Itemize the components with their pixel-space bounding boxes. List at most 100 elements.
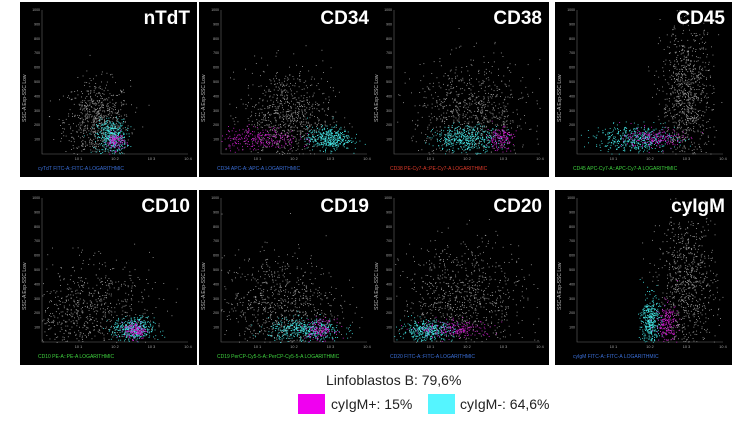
event-point	[681, 50, 683, 51]
event-point	[707, 32, 709, 34]
event-point	[483, 140, 485, 142]
event-point	[483, 56, 485, 58]
event-point	[118, 122, 120, 124]
event-point	[643, 142, 645, 144]
event-point	[283, 115, 285, 117]
event-point	[471, 147, 472, 149]
event-point	[102, 124, 104, 126]
event-point	[102, 117, 104, 119]
event-point	[633, 128, 635, 129]
event-point	[310, 113, 312, 115]
event-point	[701, 92, 703, 94]
event-point	[107, 142, 108, 144]
event-point	[493, 136, 495, 138]
event-point	[478, 123, 480, 125]
event-point	[82, 108, 84, 110]
event-point	[445, 134, 447, 136]
event-point	[233, 127, 235, 129]
event-point	[88, 114, 90, 116]
event-point	[105, 87, 106, 89]
event-point	[447, 84, 449, 86]
event-point	[97, 149, 99, 151]
event-point	[93, 131, 95, 133]
event-point	[245, 137, 247, 139]
event-point	[340, 128, 342, 130]
event-point	[662, 149, 664, 151]
event-point	[630, 129, 631, 131]
event-point	[494, 41, 496, 43]
event-point	[289, 138, 291, 140]
event-point	[449, 133, 451, 134]
event-point	[332, 116, 334, 118]
event-point	[95, 115, 97, 117]
event-point	[696, 79, 698, 81]
event-point	[444, 98, 446, 100]
event-point	[89, 102, 91, 104]
event-point	[503, 145, 505, 147]
event-point	[337, 141, 338, 143]
event-point	[99, 85, 101, 87]
event-point	[482, 109, 484, 111]
event-point	[473, 130, 475, 131]
event-point	[671, 74, 673, 76]
event-point	[469, 144, 470, 146]
event-point	[486, 150, 488, 152]
event-point	[330, 86, 331, 88]
event-point	[119, 132, 121, 134]
event-point	[466, 84, 468, 86]
event-point	[673, 71, 674, 73]
event-point	[90, 131, 92, 133]
y-tick-label: 700	[386, 51, 392, 55]
event-point	[498, 143, 500, 145]
event-point	[110, 127, 112, 129]
event-point	[318, 122, 320, 124]
event-point	[277, 142, 279, 144]
event-point	[501, 147, 503, 148]
event-point	[686, 59, 687, 61]
event-point	[685, 69, 687, 71]
event-point	[247, 105, 248, 107]
event-point	[661, 145, 663, 147]
event-point	[89, 100, 91, 102]
event-point	[476, 143, 478, 145]
event-point	[504, 147, 506, 148]
event-point	[304, 110, 306, 112]
event-point	[472, 138, 474, 140]
event-point	[114, 142, 116, 143]
event-point	[671, 78, 673, 80]
event-point	[459, 142, 461, 144]
event-point	[421, 116, 423, 118]
event-point	[687, 102, 689, 104]
event-point	[330, 133, 332, 135]
event-point	[286, 115, 288, 117]
event-point	[101, 125, 103, 126]
event-point	[276, 151, 278, 153]
event-point	[120, 137, 122, 139]
event-point	[478, 153, 480, 155]
event-point	[677, 102, 679, 104]
event-point	[108, 105, 109, 107]
event-point	[124, 142, 125, 144]
event-point	[681, 73, 682, 74]
event-point	[113, 126, 115, 128]
event-point	[461, 67, 463, 68]
event-point	[509, 141, 511, 143]
event-point	[228, 137, 230, 139]
event-point	[699, 138, 701, 140]
event-point	[317, 143, 319, 145]
event-point	[268, 124, 270, 126]
event-point	[330, 129, 332, 131]
event-point	[236, 107, 237, 109]
event-point	[237, 135, 239, 137]
event-point	[73, 137, 74, 139]
event-point	[337, 131, 339, 133]
event-point	[114, 127, 116, 129]
event-point	[501, 148, 503, 150]
event-point	[93, 128, 95, 130]
event-point	[268, 88, 270, 90]
event-point	[282, 130, 284, 132]
event-point	[502, 109, 503, 111]
event-point	[127, 144, 128, 146]
event-point	[97, 113, 99, 115]
